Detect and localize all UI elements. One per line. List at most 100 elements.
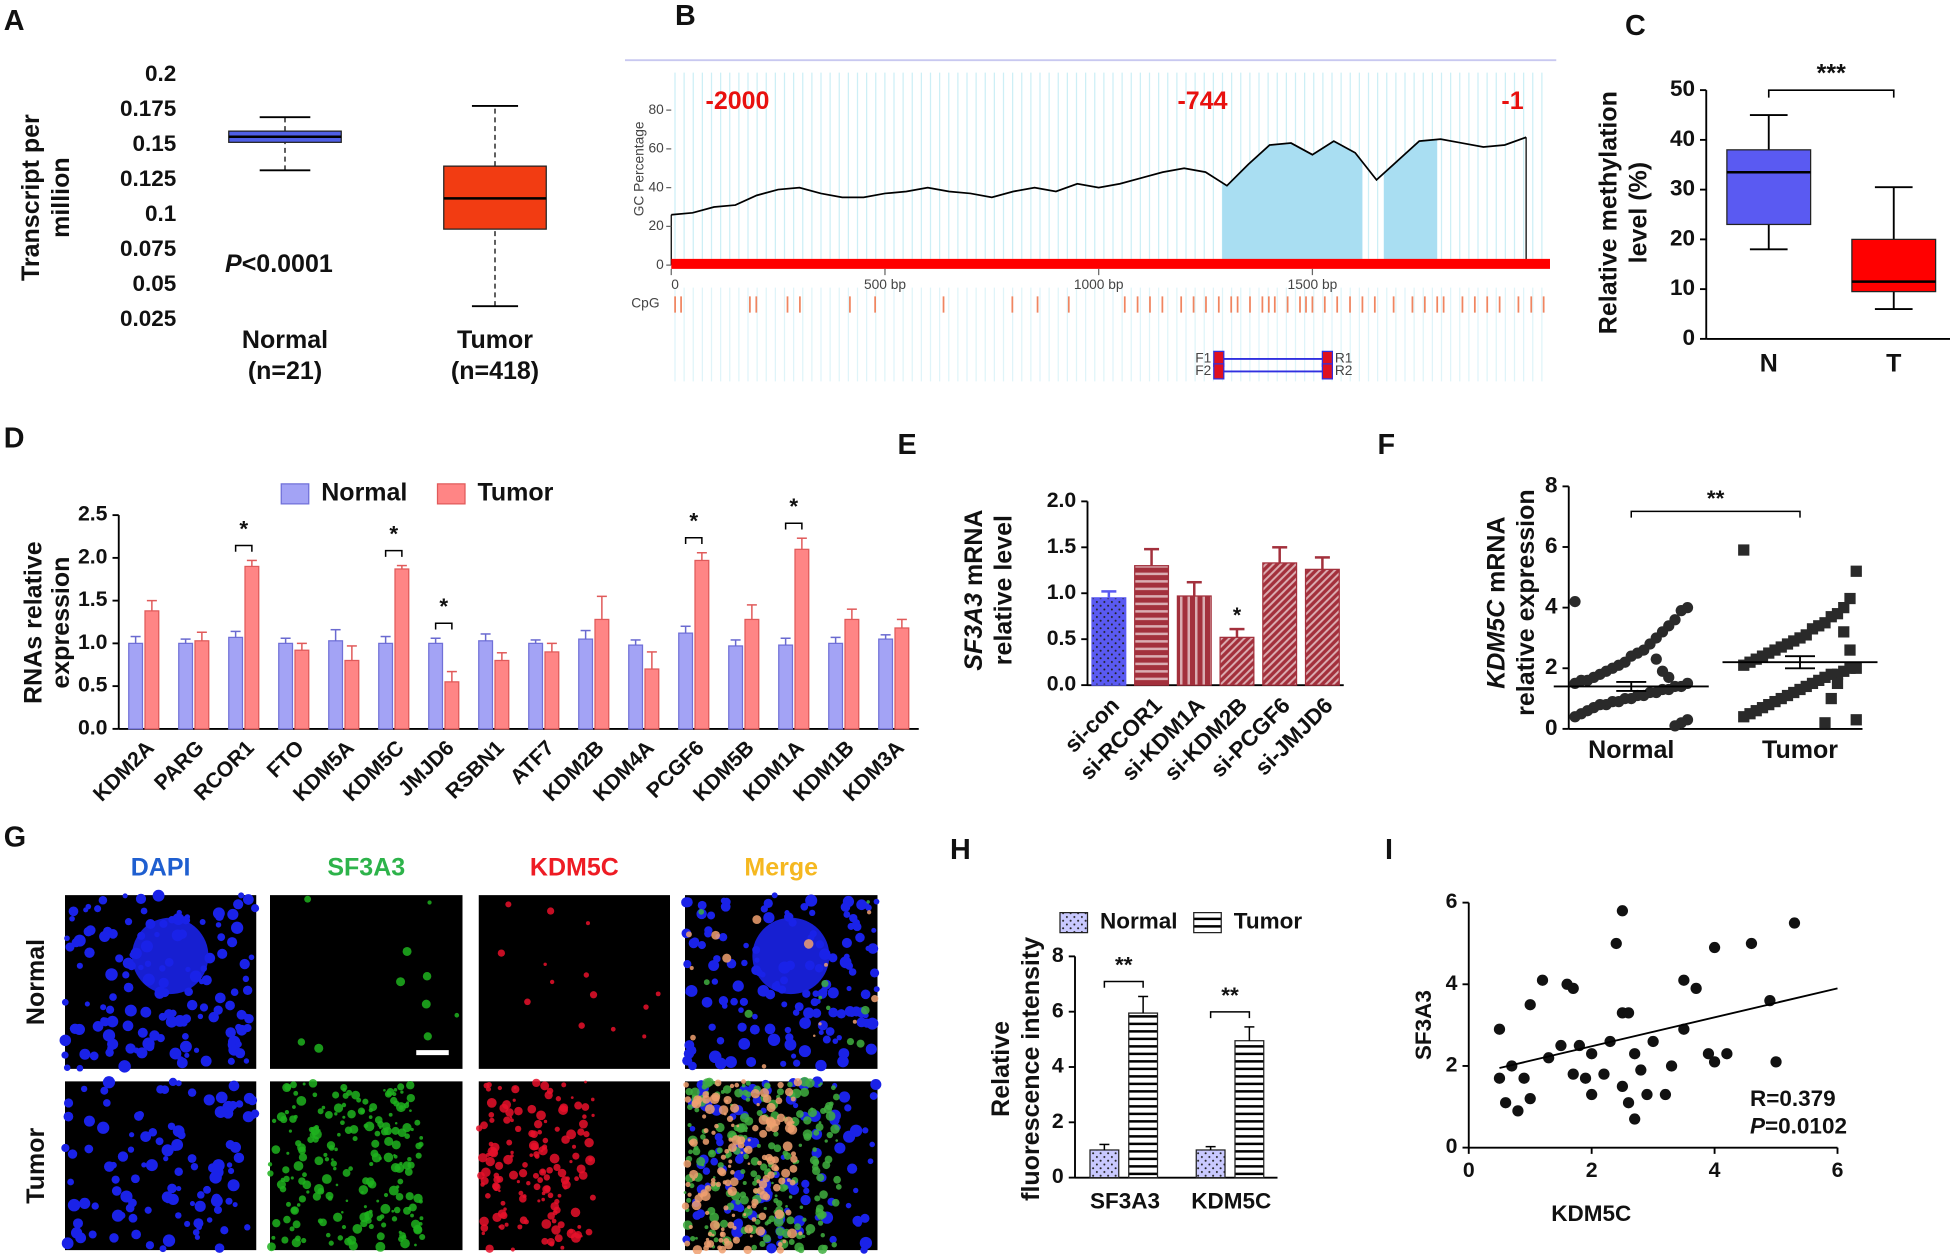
signal — [282, 1166, 290, 1174]
legend-label: Normal — [321, 478, 407, 506]
nucleus — [244, 1224, 251, 1231]
signal — [375, 1241, 386, 1252]
bar — [328, 640, 344, 730]
bar — [178, 642, 194, 730]
signal — [591, 1113, 595, 1118]
signal — [759, 1129, 768, 1138]
cpg-island — [1383, 139, 1438, 266]
signal — [720, 1227, 725, 1232]
dot — [1738, 659, 1750, 671]
nucleus — [79, 1048, 91, 1060]
nucleus — [192, 1229, 200, 1236]
nucleus — [161, 1144, 174, 1157]
bar — [528, 642, 544, 730]
signal — [583, 972, 590, 978]
primer-label: F1 — [1195, 351, 1211, 366]
tissue — [752, 917, 830, 995]
signal — [358, 1185, 369, 1195]
signal — [543, 962, 547, 967]
signal — [830, 1085, 836, 1091]
signal — [718, 1245, 727, 1254]
signal — [554, 1126, 560, 1132]
signal — [422, 972, 432, 981]
nucleus — [73, 934, 86, 947]
signal — [324, 1157, 330, 1162]
nucleus — [225, 1197, 233, 1205]
signal — [690, 1087, 700, 1097]
bar — [1089, 1149, 1120, 1179]
signal — [824, 962, 828, 967]
signal — [361, 1191, 364, 1194]
significance-bracket — [434, 622, 453, 630]
signal — [696, 1156, 706, 1166]
signal — [419, 1136, 424, 1140]
signal — [582, 1114, 587, 1119]
signal — [726, 1115, 734, 1122]
nucleus — [846, 986, 852, 992]
box — [1726, 149, 1812, 226]
signal — [866, 910, 872, 915]
signal — [718, 1105, 729, 1115]
signal — [794, 1242, 804, 1253]
bar — [1128, 1012, 1159, 1179]
signal — [765, 1124, 773, 1132]
nucleus — [749, 1137, 760, 1148]
signal — [540, 1149, 544, 1153]
signal — [393, 1088, 398, 1092]
nucleus — [860, 989, 871, 1000]
signal — [704, 1104, 715, 1115]
signal — [760, 1163, 768, 1171]
nucleus — [214, 1106, 227, 1118]
signal — [408, 1203, 417, 1212]
x-tick-label: Tumor — [457, 326, 533, 354]
point — [1745, 937, 1758, 950]
signal — [302, 1172, 307, 1178]
nucleus — [145, 1159, 158, 1172]
signal — [785, 1209, 792, 1216]
dot — [1744, 708, 1756, 720]
nucleus — [849, 1124, 863, 1137]
nucleus — [167, 1193, 179, 1206]
signal — [517, 1224, 523, 1230]
signal — [590, 1097, 595, 1102]
signal — [745, 1097, 751, 1102]
signal — [554, 1234, 563, 1243]
signal — [279, 1185, 287, 1193]
signal — [529, 1153, 534, 1157]
point — [1555, 1039, 1567, 1052]
nucleus — [148, 1127, 158, 1137]
signal — [773, 1144, 782, 1153]
nucleus — [129, 1132, 135, 1138]
signal — [702, 1078, 712, 1088]
legend-swatch — [280, 483, 310, 505]
dot — [1769, 695, 1781, 708]
signal — [709, 1212, 720, 1223]
nucleus — [158, 1012, 167, 1021]
nucleus — [238, 892, 245, 899]
nucleus — [69, 915, 75, 922]
dot — [1850, 714, 1862, 726]
signal — [397, 1178, 404, 1185]
signal — [578, 1022, 585, 1029]
signal — [541, 1197, 545, 1202]
signal — [537, 1177, 544, 1183]
signal — [410, 1213, 414, 1218]
nucleus — [837, 1055, 849, 1068]
signal — [267, 1162, 273, 1167]
signal — [557, 1168, 567, 1178]
signal — [480, 1121, 488, 1130]
signal — [817, 1244, 828, 1254]
y-tick-label: 0.025 — [120, 306, 176, 331]
signal — [512, 1098, 516, 1102]
bar — [544, 651, 560, 730]
point — [1586, 1048, 1598, 1060]
y-tick-label: 0.15 — [132, 131, 176, 156]
signal — [572, 1144, 577, 1149]
cpg-island — [1222, 141, 1363, 266]
significance-label: ** — [1221, 983, 1239, 1008]
nucleus — [708, 960, 720, 972]
x-tick-label: 1000 bp — [1074, 277, 1124, 292]
nucleus — [867, 943, 879, 954]
nucleus — [854, 1219, 862, 1227]
nucleus — [800, 1194, 811, 1206]
